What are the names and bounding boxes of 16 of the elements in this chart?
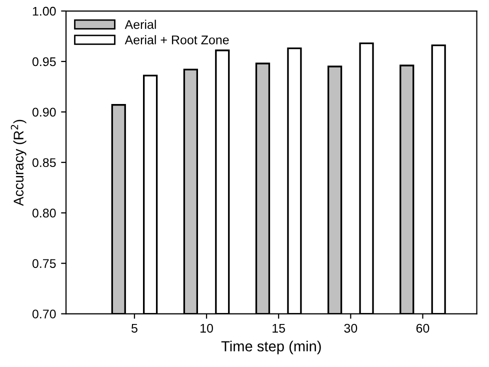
x-tick-label: 5 — [132, 324, 138, 333]
x-axis-title: Time step (min) — [221, 340, 321, 354]
x-tick-label: 60 — [416, 324, 430, 333]
x-tick-label: 15 — [272, 324, 286, 333]
y-tick-label: 0.85 — [32, 158, 56, 168]
x-tick-label: 30 — [344, 324, 358, 333]
y-tick-label: 0.70 — [32, 310, 56, 318]
x-tick-label: 10 — [200, 324, 213, 333]
y-tick-label: 0.90 — [32, 108, 56, 117]
legend-label: Aerial — [124, 20, 156, 29]
y-tick-label: 0.75 — [32, 259, 56, 268]
y-tick-label: 1.00 — [32, 6, 56, 16]
legend-label: Aerial + Root Zone — [124, 35, 229, 44]
y-tick-label: 0.80 — [32, 208, 56, 218]
y-tick-label: 0.95 — [32, 57, 56, 66]
y-axis-title: Accuracy (R$^{2}$) — [10, 120, 26, 206]
